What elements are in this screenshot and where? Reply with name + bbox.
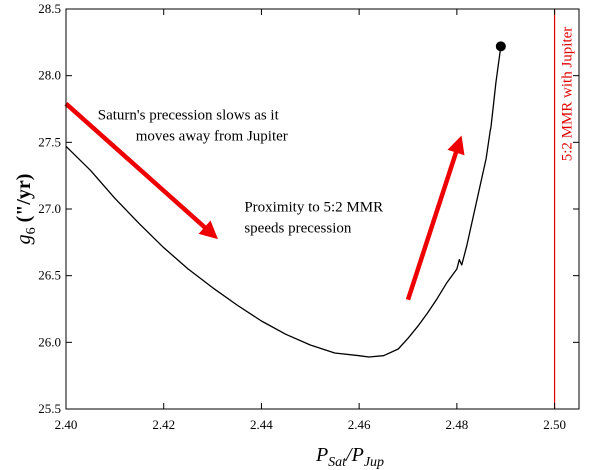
y-axis-label-sub: 6 — [24, 227, 39, 234]
x-tick-label: 2.48 — [445, 417, 468, 432]
y-tick-label: 26.0 — [38, 334, 61, 349]
annotation-0: Saturn's precession slows as it moves awa… — [98, 108, 288, 145]
y-tick-label: 27.0 — [38, 201, 61, 216]
y-axis-label-main: g — [13, 234, 35, 244]
series-line-0 — [65, 46, 502, 358]
x-tick-label: 2.50 — [543, 417, 566, 432]
annotations: 5:2 MMR with Jupiter Saturn's precession … — [98, 27, 576, 237]
arrow-1 — [405, 135, 465, 301]
x-axis-label: PSat/PJup — [315, 444, 384, 470]
y-tick-label: 25.5 — [38, 401, 61, 416]
x-tick-label: 2.46 — [348, 417, 371, 432]
y-tick-label: 28.0 — [38, 68, 61, 83]
endpoint-marker — [495, 41, 506, 52]
x-axis-label-main: P — [315, 444, 328, 466]
plot-area — [64, 9, 556, 409]
y-axis-label: g6 ("/yr) — [13, 174, 39, 245]
axis-ticks: 2.40 2.42 2.44 2.46 2.48 2.50 25.5 26.0 26.5 27.0… — [38, 1, 579, 432]
annotation-1: Proximity to 5:2 MMR speeds precession — [244, 200, 383, 237]
y-axis-label-unit: ("/yr) — [13, 174, 35, 228]
x-tick-label: 2.40 — [55, 417, 78, 432]
y-tick-label: 26.5 — [38, 268, 61, 283]
mmr-reference-label: 5:2 MMR with Jupiter — [560, 27, 576, 162]
arrow-0 — [64, 101, 218, 240]
x-axis-label-sub-den: Jup — [364, 455, 384, 470]
x-tick-label: 2.42 — [152, 417, 175, 432]
x-tick-label: 2.44 — [250, 417, 273, 432]
y-tick-label: 27.5 — [38, 134, 61, 149]
y-tick-label: 28.5 — [38, 1, 61, 16]
x-axis-label-sep: /P — [345, 444, 364, 466]
x-axis-label-sub-num: Sat — [328, 455, 347, 470]
